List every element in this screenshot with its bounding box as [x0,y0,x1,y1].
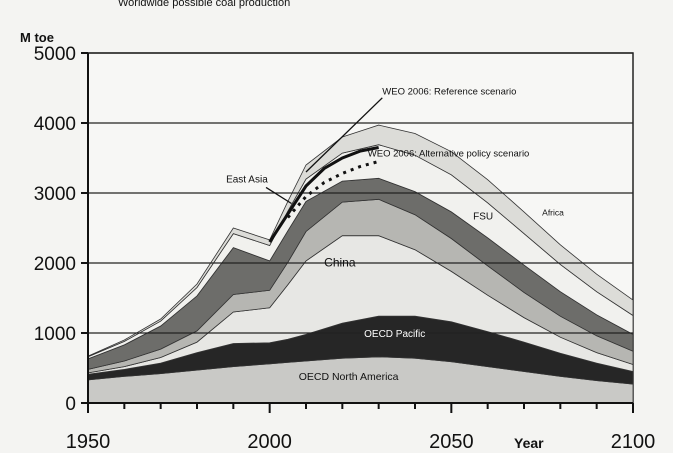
annotation-china: China [324,256,356,270]
annotation-east-asia: East Asia [226,175,268,186]
y-tick-label-2000: 2000 [34,254,76,275]
x-tick-label-2050: 2050 [429,431,474,453]
annotation-oecd-north-america: OECD North America [299,371,399,383]
annotation-weo-2006-alternative-policy-scenario: WEO 2006: Alternative policy scenario [368,149,530,160]
gridlines [88,52,633,334]
scenario-lines [268,146,380,243]
annotation-fsu: FSU [473,212,493,223]
annotation-africa: Africa [542,207,564,217]
y-axis-label: M toe [20,30,54,45]
y-tick-label-3000: 3000 [34,184,76,205]
x-tick-label-2000: 2000 [247,431,292,453]
x-tick-label-2100: 2100 [611,431,656,453]
y-tick-label-0: 0 [65,394,76,415]
annotation-weo-2006-reference-scenario: WEO 2006: Reference scenario [382,86,516,97]
annotation-oecd-pacific: OECD Pacific [364,329,425,340]
x-axis-label: Year [514,435,544,451]
stacked-areas [87,124,634,404]
tick-labels: 0 1000 2000 3000 4000 5000 1950 2000 2050 2100 [34,44,656,453]
x-tick-label-1950: 1950 [66,431,111,453]
scenario-line-reference [268,146,379,243]
area-africa [87,124,634,358]
annotation-leader-east-asia [265,186,292,205]
y-tick-label-5000: 5000 [34,44,76,65]
y-tick-label-4000: 4000 [34,114,76,135]
annotations: WEO 2006: Reference scenario WEO 2006: Al… [226,86,564,383]
annotation-leader-weo-2006-reference-scenario [305,97,383,173]
chart-title: Worldwide possible coal production [118,0,290,9]
axes [81,52,634,413]
y-tick-label-1000: 1000 [34,324,76,345]
